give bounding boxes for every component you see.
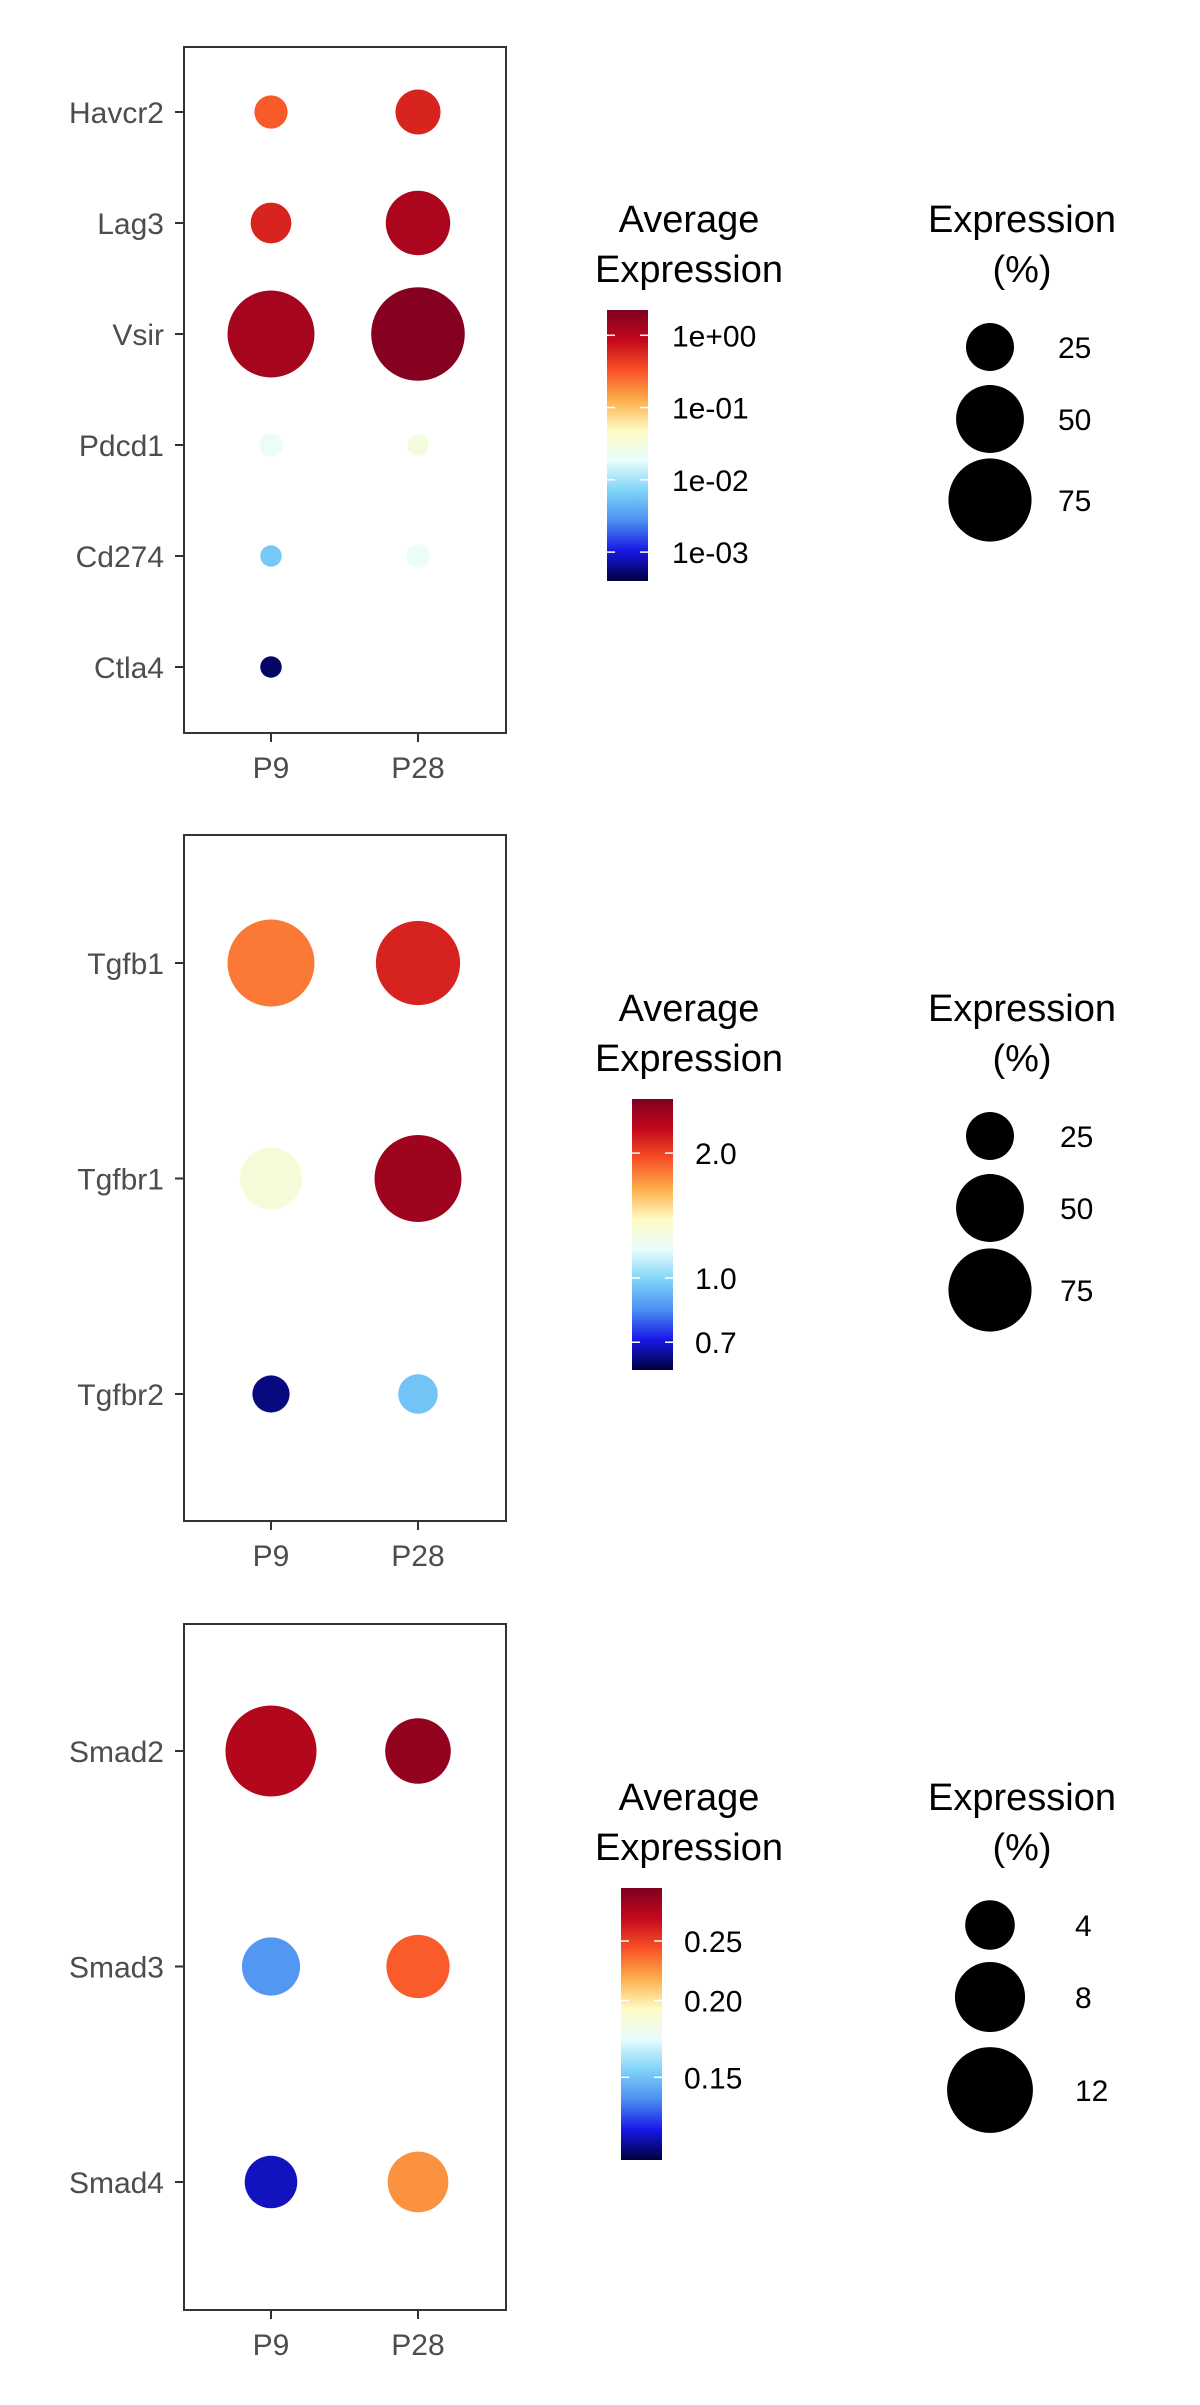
- dot-vsir-p9: [227, 290, 315, 378]
- dot-cd274-p28: [406, 544, 430, 568]
- size-legend-dot: [948, 458, 1032, 542]
- size-legend-label: 25: [1060, 1121, 1093, 1154]
- size-legend-dot: [954, 1961, 1026, 2033]
- size-legend-dot: [956, 1174, 1024, 1242]
- y-tick-label: Smad2: [69, 1736, 164, 1769]
- dot-lag3-p9: [250, 202, 292, 244]
- dot-tgfbr2-p9: [252, 1375, 290, 1413]
- y-tick-label: Vsir: [112, 319, 164, 352]
- dot-tgfbr2-p28: [398, 1374, 438, 1414]
- size-legend-dot: [948, 1248, 1032, 1332]
- size-legend-label: 4: [1075, 1910, 1092, 1943]
- size-legend-label: 50: [1058, 404, 1091, 437]
- colorbar-label: 0.15: [684, 2062, 742, 2095]
- size-legend-label: 75: [1058, 485, 1091, 518]
- y-tick-label: Tgfbr2: [77, 1379, 164, 1412]
- size-legend-title: (%): [992, 1038, 1051, 1080]
- dot-ctla4-p9: [260, 656, 282, 678]
- colorbar: [632, 1099, 673, 1370]
- color-legend-title: Expression: [595, 249, 783, 291]
- size-legend-label: 25: [1058, 332, 1091, 365]
- x-tick-label: P28: [391, 752, 444, 785]
- dot-tgfbr1-p9: [239, 1147, 303, 1210]
- y-tick-label: Tgfbr1: [77, 1164, 164, 1197]
- size-legend-label: 12: [1075, 2075, 1108, 2108]
- panel-frame: [183, 46, 507, 734]
- x-tick-label: P28: [391, 1540, 444, 1573]
- size-legend-dot: [965, 1900, 1015, 1950]
- dot-havcr2-p28: [395, 89, 441, 135]
- y-tick-label: Ctla4: [94, 652, 164, 685]
- colorbar-label: 1e-03: [672, 537, 749, 570]
- x-tick-label: P9: [253, 1540, 290, 1573]
- colorbar-label: 1e+00: [672, 320, 756, 353]
- dot-smad2-p9: [225, 1705, 317, 1797]
- y-tick-label: Lag3: [97, 208, 164, 241]
- colorbar-label: 2.0: [695, 1138, 737, 1171]
- dot-tgfb1-p9: [227, 919, 315, 1007]
- dot-smad4-p28: [387, 2151, 449, 2213]
- panel-frame: [183, 1623, 507, 2311]
- dot-pdcd1-p28: [407, 434, 429, 456]
- size-legend-title: Expression: [928, 988, 1116, 1030]
- color-legend-title: Expression: [595, 1827, 783, 1869]
- color-legend-title: Average: [619, 1777, 760, 1819]
- dot-cd274-p9: [260, 545, 282, 567]
- dot-pdcd1-p9: [259, 433, 283, 457]
- dot-tgfb1-p28: [375, 920, 461, 1006]
- y-tick-label: Smad4: [69, 2167, 164, 2200]
- x-tick-label: P9: [253, 2329, 290, 2362]
- dot-lag3-p28: [385, 190, 451, 256]
- y-tick-label: Smad3: [69, 1952, 164, 1985]
- y-tick-label: Tgfb1: [87, 948, 164, 981]
- colorbar-label: 1.0: [695, 1263, 737, 1296]
- colorbar-label: 0.7: [695, 1327, 737, 1360]
- y-tick-label: Cd274: [76, 541, 164, 574]
- y-tick-label: Havcr2: [69, 97, 164, 130]
- colorbar-label: 0.20: [684, 1986, 742, 2019]
- x-tick-label: P28: [391, 2329, 444, 2362]
- dot-vsir-p28: [371, 287, 465, 381]
- size-legend-dot: [966, 1112, 1014, 1160]
- colorbar-label: 1e-01: [672, 393, 749, 426]
- colorbar: [621, 1888, 662, 2160]
- dot-tgfbr1-p28: [374, 1135, 462, 1222]
- colorbar-label: 0.25: [684, 1926, 742, 1959]
- dot-smad3-p28: [386, 1934, 450, 1999]
- colorbar-label: 1e-02: [672, 465, 749, 498]
- size-legend-dot: [947, 2047, 1033, 2133]
- color-legend-title: Expression: [595, 1038, 783, 1080]
- dot-smad2-p28: [385, 1718, 451, 1784]
- size-legend-label: 50: [1060, 1193, 1093, 1226]
- size-legend-title: Expression: [928, 199, 1116, 241]
- dot-havcr2-p9: [254, 95, 288, 129]
- dot-smad3-p9: [241, 1937, 301, 1996]
- size-legend-label: 8: [1075, 1982, 1092, 2015]
- size-legend-dot: [966, 323, 1014, 371]
- colorbar: [607, 310, 648, 581]
- color-legend-title: Average: [619, 988, 760, 1030]
- size-legend-title: Expression: [928, 1777, 1116, 1819]
- size-legend-label: 75: [1060, 1275, 1093, 1308]
- size-legend-title: (%): [992, 249, 1051, 291]
- x-tick-label: P9: [253, 752, 290, 785]
- size-legend-dot: [956, 385, 1024, 453]
- dot-smad4-p9: [244, 2155, 298, 2209]
- y-tick-label: Pdcd1: [79, 430, 164, 463]
- size-legend-title: (%): [992, 1827, 1051, 1869]
- color-legend-title: Average: [619, 199, 760, 241]
